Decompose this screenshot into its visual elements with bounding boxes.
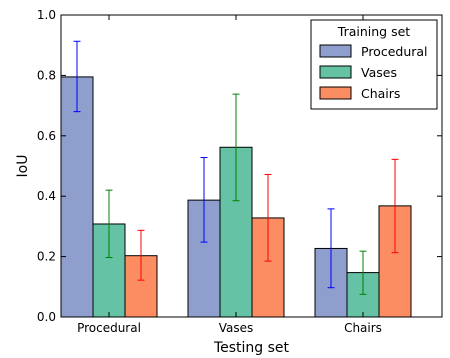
y-tick-label: 0.2: [37, 250, 56, 264]
bar-procedural-procedural: [60, 76, 94, 318]
x-axis-label: Testing set: [213, 340, 290, 356]
y-tick-label: 0.4: [37, 189, 56, 203]
y-axis-label: IoU: [15, 155, 31, 178]
ticks-layer: 0.0 0.2 0.4 0.6 0.8 1.0 Procedural Vases Chairs: [37, 8, 442, 335]
y-tick-label: 0.0: [37, 310, 56, 324]
error-bar-procedural-procedural: [73, 40, 81, 113]
error-bar-vases-chairs: [359, 250, 367, 295]
error-bar-chairs-procedural: [137, 229, 145, 281]
legend-swatch-vases: [319, 65, 352, 79]
legend: Training set Procedural Vases Chairs: [310, 19, 438, 110]
legend-swatch-chairs: [319, 86, 352, 100]
y-tick-label: 1.0: [37, 8, 56, 22]
error-bar-vases-procedural: [105, 189, 113, 259]
x-tick-label-procedural: Procedural: [77, 321, 141, 335]
error-bar-procedural-chairs: [327, 208, 335, 289]
error-bar-vases-vases: [232, 93, 240, 202]
x-tick-label-chairs: Chairs: [344, 321, 382, 335]
legend-swatch-procedural: [319, 44, 352, 58]
legend-label-procedural: Procedural: [361, 44, 428, 59]
error-bar-chairs-chairs: [391, 158, 399, 254]
legend-title: Training set: [337, 24, 410, 39]
error-bar-chairs-vases: [264, 173, 272, 262]
axes-layer: [60, 14, 443, 318]
x-tick-label-vases: Vases: [219, 321, 254, 335]
plot-frame: [60, 14, 443, 318]
y-tick-label: 0.6: [37, 129, 56, 143]
legend-label-vases: Vases: [361, 65, 397, 80]
y-tick-label: 0.8: [37, 68, 56, 82]
error-bars-layer: [73, 40, 399, 295]
error-bar-procedural-vases: [200, 157, 208, 243]
legend-label-chairs: Chairs: [361, 86, 400, 101]
